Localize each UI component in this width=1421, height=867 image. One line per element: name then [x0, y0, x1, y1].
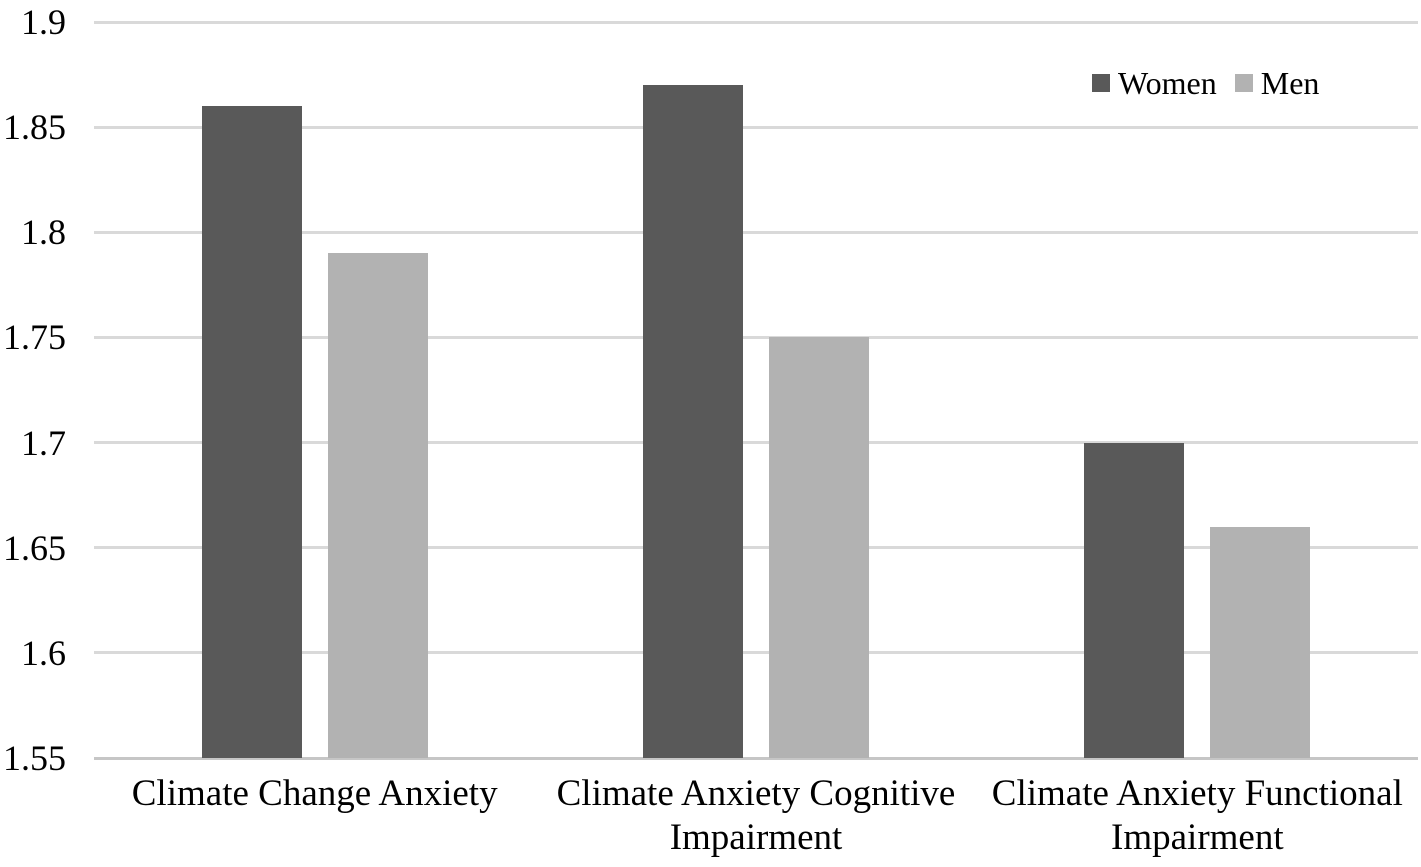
- gridline: [94, 441, 1418, 445]
- legend-label-women: Women: [1118, 64, 1217, 101]
- gridline: [94, 546, 1418, 550]
- gridline: [94, 756, 1418, 760]
- legend-label-men: Men: [1260, 64, 1320, 101]
- x-axis-label: Climate Change Anxiety: [131, 773, 498, 814]
- gridline: [94, 230, 1418, 234]
- y-tick-label: 1.55: [3, 738, 66, 778]
- y-tick-label: 1.7: [21, 422, 66, 463]
- x-axis-label: Climate Anxiety Functional Impairment: [991, 773, 1403, 858]
- bar-women-2: [643, 85, 743, 758]
- bar-women-3: [1084, 442, 1185, 758]
- gridline: [94, 125, 1418, 129]
- y-tick-label: 1.6: [21, 632, 66, 673]
- legend-swatch-women: [1092, 74, 1110, 92]
- y-tick-label: 1.75: [3, 317, 66, 358]
- x-axis-label: Climate Anxiety Cognitive Impairment: [556, 773, 956, 858]
- y-tick-label: 1.8: [21, 212, 66, 253]
- gridline: [94, 335, 1418, 339]
- gridline: [94, 20, 1418, 24]
- y-tick-label: 1.9: [21, 2, 66, 42]
- bar-women-1: [201, 106, 302, 758]
- y-tick-label: 1.65: [3, 527, 66, 568]
- y-tick-label: 1.85: [3, 107, 66, 148]
- bar-men-3: [1210, 526, 1311, 758]
- legend-swatch-men: [1234, 74, 1253, 92]
- legend: Women Men: [1092, 64, 1319, 102]
- legend-item-women: Women: [1092, 65, 1217, 102]
- gridline: [94, 651, 1418, 655]
- bar-men-1: [327, 253, 428, 758]
- legend-item-men: Men: [1234, 64, 1320, 102]
- bar-men-2: [769, 337, 869, 758]
